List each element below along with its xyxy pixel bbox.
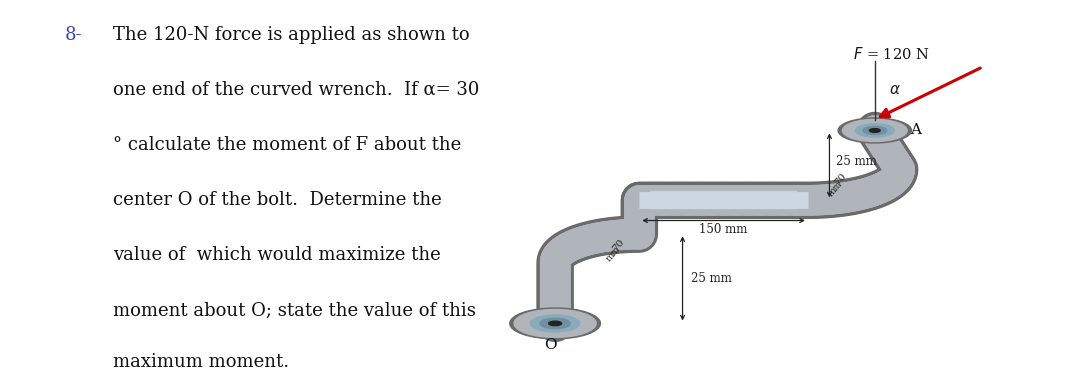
Circle shape bbox=[855, 124, 894, 137]
Text: O: O bbox=[544, 338, 557, 352]
Text: ° calculate the moment of F about the: ° calculate the moment of F about the bbox=[113, 136, 461, 154]
Circle shape bbox=[530, 315, 580, 332]
Text: 8-: 8- bbox=[65, 26, 82, 44]
Text: one end of the curved wrench.  If α= 30: one end of the curved wrench. If α= 30 bbox=[113, 81, 480, 99]
Text: mm: mm bbox=[605, 244, 622, 263]
Text: A: A bbox=[910, 123, 921, 138]
Circle shape bbox=[838, 118, 912, 143]
Text: 25 mm: 25 mm bbox=[836, 155, 877, 168]
Circle shape bbox=[869, 129, 880, 132]
Text: value of  which would maximize the: value of which would maximize the bbox=[113, 246, 441, 264]
Circle shape bbox=[540, 318, 570, 329]
Circle shape bbox=[510, 308, 600, 339]
Circle shape bbox=[842, 119, 907, 141]
Text: 70: 70 bbox=[833, 172, 848, 188]
Text: 70: 70 bbox=[611, 237, 626, 253]
Text: 150 mm: 150 mm bbox=[700, 223, 747, 236]
Circle shape bbox=[514, 309, 596, 337]
Text: $F$ = 120 N: $F$ = 120 N bbox=[853, 46, 930, 62]
Text: moment about O; state the value of this: moment about O; state the value of this bbox=[113, 301, 476, 319]
Text: $\alpha$: $\alpha$ bbox=[889, 83, 901, 97]
Text: mm: mm bbox=[826, 180, 843, 199]
Text: The 120-N force is applied as shown to: The 120-N force is applied as shown to bbox=[113, 26, 470, 44]
Text: maximum moment.: maximum moment. bbox=[113, 353, 289, 371]
Text: 25 mm: 25 mm bbox=[691, 272, 732, 285]
Circle shape bbox=[549, 321, 562, 326]
Circle shape bbox=[863, 126, 887, 135]
Text: center O of the bolt.  Determine the: center O of the bolt. Determine the bbox=[113, 191, 442, 209]
